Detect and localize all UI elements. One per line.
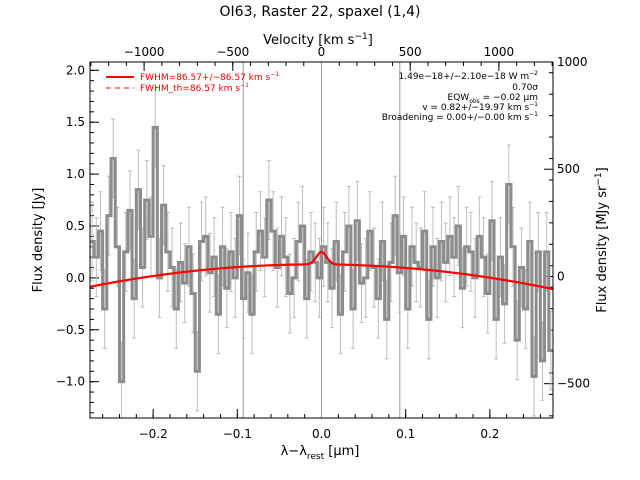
annotation-eqw: EQWobs = −0.02 μm [448, 93, 538, 105]
velocity-tick-label: 500 [399, 45, 422, 59]
annotation-broadening: Broadening = 0.00+/−0.00 km s−1 [382, 111, 538, 123]
annotation-flux: 1.49e−18+/−2.10e−18 W m−2 [399, 70, 539, 82]
velocity-tick-label: 0 [318, 45, 326, 59]
y-tick-label: 1.0 [66, 167, 85, 181]
y-tick-label: −1.0 [56, 375, 85, 389]
top-axis-label: Velocity [km s−1] [263, 32, 373, 48]
right-tick-label: 500 [557, 162, 580, 176]
x-tick-label: 0.2 [480, 427, 499, 441]
x-tick-label: −0.1 [223, 427, 252, 441]
annotation-sigma: 0.70σ [512, 83, 538, 93]
fit-series [89, 250, 554, 291]
right-tick-label: 0 [557, 269, 565, 283]
spectrum-series [90, 125, 553, 384]
legend-entry-1: FWHM_th=86.57 km s−1 [140, 82, 249, 94]
fit-line [89, 250, 554, 291]
plot-frame [89, 61, 554, 419]
y-tick-label: 2.0 [66, 63, 85, 77]
x-tick-label: 0.1 [396, 427, 415, 441]
legend-entry-0: FWHM=86.57+/−86.57 km s−1 [140, 71, 279, 83]
y-tick-label: 0.5 [66, 219, 85, 233]
annotations: 1.49e−18+/−2.10e−18 W m−2 0.70σ EQWobs =… [382, 70, 539, 123]
velocity-tick-label: −500 [216, 45, 249, 59]
right-tick-label: −500 [557, 377, 590, 391]
y-axis-label: Flux density [Jy] [31, 188, 46, 293]
right-tick-label: 1000 [557, 55, 588, 69]
right-axis-label: Flux density [MJy sr−1] [594, 167, 610, 312]
annotation-velocity: v = 0.82+/−19.97 km s−1 [422, 101, 538, 113]
velocity-tick-label: 1000 [484, 45, 515, 59]
velocity-tick-label: −1000 [124, 45, 165, 59]
x-tick-label: 0.0 [312, 427, 331, 441]
legend: FWHM=86.57+/−86.57 km s−1 FWHM_th=86.57 … [106, 71, 279, 94]
spectrum-line [90, 125, 553, 384]
y-tick-label: −0.5 [56, 323, 85, 337]
chart-title: OI63, Raster 22, spaxel (1,4) [220, 4, 421, 20]
x-axis-label: λ−λrest [μm] [281, 444, 360, 462]
x-tick-label: −0.2 [139, 427, 168, 441]
y-tick-label: 0.0 [66, 271, 85, 285]
y-tick-label: 1.5 [66, 115, 85, 129]
